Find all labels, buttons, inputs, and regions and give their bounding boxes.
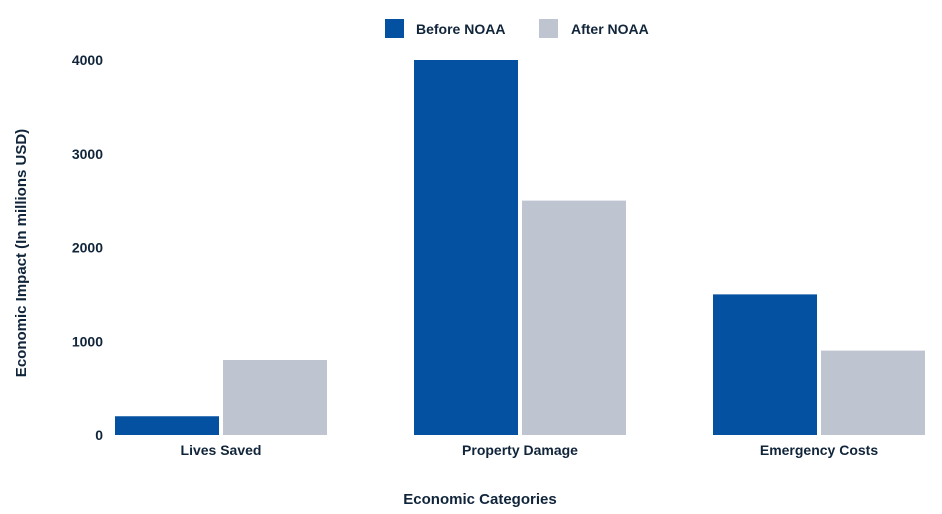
y-tick-label-3000: 3000: [72, 146, 103, 162]
y-tick-label-0: 0: [95, 427, 103, 443]
x-axis-title: Economic Categories: [403, 491, 556, 508]
legend-label-after-noaa: After NOAA: [571, 21, 649, 37]
y-tick-label-4000: 4000: [72, 52, 103, 68]
bar-before-noaa-property-damage: [414, 60, 518, 435]
x-tick-label-lives-saved: Lives Saved: [181, 442, 262, 458]
y-axis-ticks: 0 1000 2000 3000 4000: [72, 52, 103, 443]
x-tick-label-property-damage: Property Damage: [462, 442, 578, 458]
bar-before-noaa-emergency-costs: [713, 294, 817, 435]
x-axis-ticks: Lives Saved Property Damage Emergency Cost…: [181, 442, 879, 458]
bar-before-noaa-lives-saved: [115, 416, 219, 435]
legend-label-before-noaa: Before NOAA: [416, 21, 505, 37]
bar-after-noaa-emergency-costs: [821, 350, 925, 435]
y-tick-label-1000: 1000: [72, 333, 103, 349]
y-axis-title: Economic Impact (In millions USD): [13, 129, 30, 377]
legend-swatch-after-noaa: [539, 19, 558, 38]
x-tick-label-emergency-costs: Emergency Costs: [760, 442, 878, 458]
legend-swatch-before-noaa: [385, 19, 404, 38]
legend: Before NOAA After NOAA: [385, 19, 649, 38]
y-tick-label-2000: 2000: [72, 240, 103, 256]
bar-after-noaa-property-damage: [522, 200, 626, 435]
bar-after-noaa-lives-saved: [223, 360, 327, 435]
bars: [115, 60, 925, 435]
